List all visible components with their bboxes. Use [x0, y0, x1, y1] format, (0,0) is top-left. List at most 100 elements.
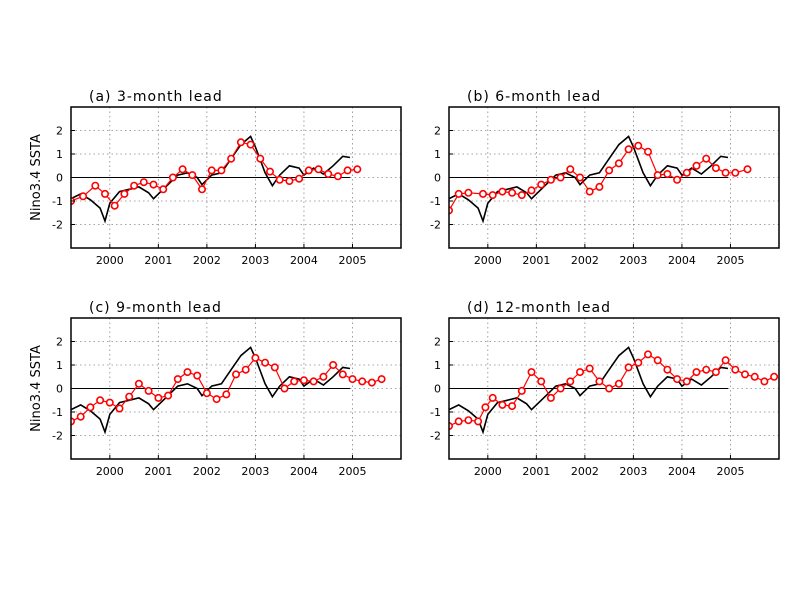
forecast-point: [241, 365, 250, 374]
observed-line: [71, 346, 351, 435]
forecast-point: [537, 180, 546, 189]
y-tick-label: 2: [434, 336, 441, 349]
y-axis-label: Nino3.4 SSTA: [29, 345, 44, 432]
forecast-point: [96, 396, 105, 405]
forecast-point: [343, 166, 352, 175]
x-tick-label: 2002: [571, 254, 599, 267]
forecast-point: [478, 189, 487, 198]
x-tick-label: 2003: [241, 465, 269, 478]
forecast-point: [348, 375, 357, 384]
plot-area: [449, 346, 779, 435]
forecast-point: [740, 370, 749, 379]
y-tick-label: -1: [430, 406, 441, 419]
y-tick-label: 0: [56, 383, 63, 396]
plot-area: [449, 135, 752, 224]
forecast-point: [309, 377, 318, 386]
forecast-point: [673, 175, 682, 184]
forecast-point: [575, 368, 584, 377]
y-tick-label: 0: [434, 383, 441, 396]
x-tick-label: 2003: [619, 465, 647, 478]
panel-c: 2000 2001 2002 2003 2004 2005 -2 -1 0 1 2 (c) 9-mon…: [29, 300, 402, 478]
forecast-point: [261, 358, 270, 367]
forecast-point: [144, 386, 153, 395]
forecast-point: [324, 170, 333, 179]
forecast-point: [711, 164, 720, 173]
forecast-point: [750, 372, 759, 381]
x-tick-label: 2003: [241, 254, 269, 267]
x-tick-label: 2002: [571, 465, 599, 478]
forecast-point: [168, 173, 177, 182]
y-tick-label: 0: [434, 172, 441, 185]
forecast-point: [702, 365, 711, 374]
forecast-point: [290, 377, 299, 386]
panel-b: 2000 2001 2002 2003 2004 2005 -2 -1 0 1 2 (b) 6-mon…: [430, 89, 780, 267]
forecast-point: [105, 398, 114, 407]
forecast-point: [130, 181, 139, 190]
forecast-point: [760, 377, 769, 386]
forecast-point: [338, 370, 347, 379]
x-tick-label: 2000: [474, 465, 502, 478]
forecast-point: [614, 159, 623, 168]
forecast-point: [251, 353, 260, 362]
forecast-point: [333, 172, 342, 181]
forecast-point: [595, 377, 604, 386]
forecast-point: [139, 178, 148, 187]
plot-area: [71, 135, 362, 224]
forecast-point: [537, 377, 546, 386]
forecast-point: [663, 170, 672, 179]
forecast-point: [236, 138, 245, 147]
forecast-point: [464, 416, 473, 425]
forecast-point: [517, 191, 526, 200]
y-tick-label: 1: [434, 359, 441, 372]
forecast-point: [86, 403, 95, 412]
forecast-point: [280, 384, 289, 393]
x-tick-label: 2001: [522, 465, 550, 478]
y-tick-label: -2: [52, 219, 63, 232]
forecast-point: [653, 356, 662, 365]
forecast-point: [643, 350, 652, 359]
x-tick-label: 2003: [619, 254, 647, 267]
forecast-point: [159, 185, 168, 194]
y-axis-label: Nino3.4 SSTA: [29, 134, 44, 221]
forecast-point: [614, 379, 623, 388]
forecast-point: [125, 392, 134, 401]
plot-area: [71, 346, 386, 435]
forecast-point: [295, 174, 304, 183]
forecast-point: [449, 206, 453, 215]
forecast-point: [508, 402, 517, 411]
forecast-point: [692, 368, 701, 377]
forecast-point: [120, 189, 129, 198]
forecast-point: [329, 360, 338, 369]
forecast-point: [91, 181, 100, 190]
forecast-point: [314, 165, 323, 174]
forecast-point: [353, 165, 362, 174]
forecast-point: [721, 356, 730, 365]
forecast-point: [663, 365, 672, 374]
x-tick-label: 2000: [474, 254, 502, 267]
forecast-point: [377, 375, 386, 384]
forecast-point: [178, 165, 187, 174]
y-tick-label: 0: [56, 172, 63, 185]
y-tick-label: -1: [430, 195, 441, 208]
forecast-point: [464, 188, 473, 197]
forecast-point: [566, 377, 575, 386]
forecast-point: [702, 154, 711, 163]
forecast-point: [101, 189, 110, 198]
forecast-point: [743, 165, 752, 174]
forecast-point: [488, 393, 497, 402]
forecast-point: [488, 191, 497, 200]
forecast-point: [198, 185, 207, 194]
forecast-point: [110, 201, 119, 210]
forecast-point: [222, 390, 231, 399]
forecast-point: [556, 384, 565, 393]
y-tick-label: -2: [52, 430, 63, 443]
y-tick-label: 1: [56, 359, 63, 372]
forecast-point: [212, 395, 221, 404]
y-tick-label: -2: [430, 219, 441, 232]
forecast-point: [585, 364, 594, 373]
forecast-point: [270, 363, 279, 372]
forecast-point: [731, 365, 740, 374]
forecast-point: [227, 154, 236, 163]
x-tick-label: 2000: [96, 254, 124, 267]
forecast-point: [634, 141, 643, 150]
